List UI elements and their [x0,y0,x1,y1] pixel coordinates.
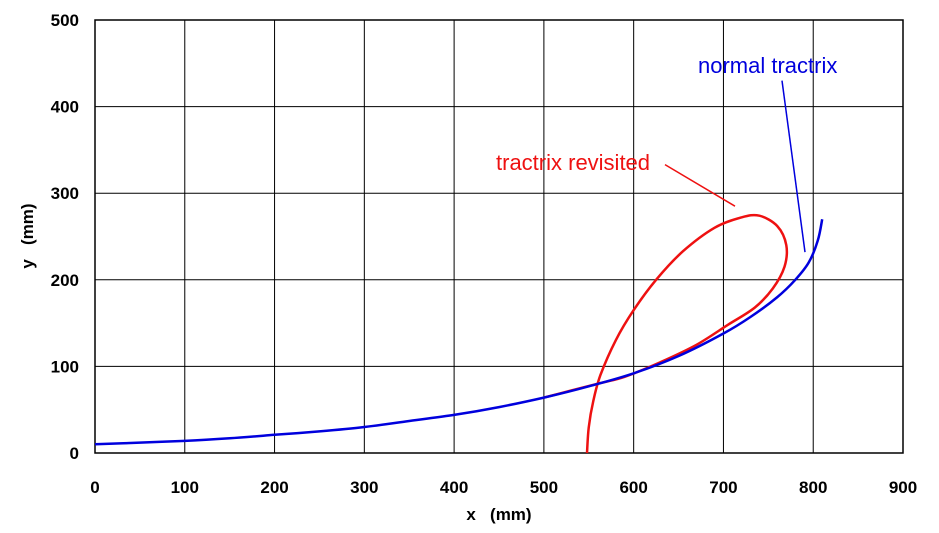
y-tick-label: 200 [51,271,79,290]
x-tick-label: 800 [799,478,827,497]
y-tick-label: 400 [51,98,79,117]
x-tick-label: 500 [530,478,558,497]
annotations: normal tractrix tractrix revisited [496,53,837,253]
series [94,213,824,454]
annotation-label: tractrix revisited [496,150,650,175]
annotation-pointer [781,80,806,253]
plot-frame [94,19,904,454]
annotation-pointer [664,163,736,207]
annotation-label: normal tractrix [698,53,837,78]
y-tick-labels: 0 100 200 300 400 500 [51,11,79,463]
x-tick-label: 0 [90,478,99,497]
x-tick-labels: 0 100 200 300 400 500 600 700 800 900 [90,478,917,497]
y-tick-label: 0 [70,444,79,463]
x-tick-label: 400 [440,478,468,497]
x-tick-label: 700 [709,478,737,497]
y-tick-label: 500 [51,11,79,30]
x-axis-label: x (mm) [466,505,531,524]
x-tick-label: 600 [619,478,647,497]
series-line-tractrix-revisited [543,213,789,454]
x-tick-label: 100 [171,478,199,497]
y-tick-label: 100 [51,357,79,376]
series-line-normal-tractrix [94,218,824,446]
y-tick-label: 300 [51,184,79,203]
x-tick-label: 300 [350,478,378,497]
x-tick-label: 200 [260,478,288,497]
grid [94,19,904,454]
y-axis-label: y (mm) [18,203,37,268]
x-tick-label: 900 [889,478,917,497]
